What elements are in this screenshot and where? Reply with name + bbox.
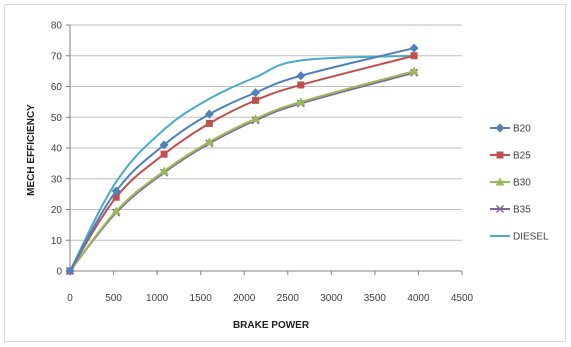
- data-point-b20: [159, 140, 169, 150]
- series-line-b30: [69, 70, 415, 272]
- legend-label-diesel: DIESEL: [513, 232, 549, 243]
- data-point-b25: [297, 81, 305, 89]
- legend-item-b20: B20: [490, 123, 531, 135]
- series-b20: [65, 43, 419, 276]
- data-point-b30: [111, 206, 121, 215]
- series-line-diesel: [69, 54, 415, 272]
- x-tick-label: 2000: [233, 293, 256, 304]
- legend-item-b25: B25: [490, 151, 531, 162]
- data-point-b20: [296, 71, 306, 81]
- series-line-b20: [69, 47, 415, 272]
- series-b25: [66, 52, 418, 275]
- legend-label-b35: B35: [513, 205, 531, 216]
- marker-stroke: [495, 204, 505, 214]
- y-tick-label: 0: [56, 267, 62, 278]
- x-tick-label: 3500: [364, 293, 387, 304]
- y-tick-label: 80: [51, 21, 63, 32]
- data-point-b25: [112, 193, 120, 201]
- series-layer: [65, 43, 419, 276]
- x-tick-label: 4500: [451, 293, 474, 304]
- legend-label-b30: B30: [513, 178, 531, 189]
- y-tick-label: 60: [51, 82, 63, 93]
- legend-marker-b25: [496, 151, 504, 159]
- y-tick-label: 40: [51, 144, 63, 155]
- data-point-b20: [409, 43, 419, 53]
- x-axis-title: BRAKE POWER: [233, 320, 310, 331]
- data-point-b30: [204, 137, 214, 146]
- legend-item-b35: B35: [490, 205, 531, 216]
- data-point-b25: [252, 96, 260, 104]
- legend-marker-b35: [495, 204, 505, 214]
- x-tick-label: 1000: [146, 293, 169, 304]
- grid-layer: [70, 24, 462, 241]
- legend-marker-b30: [495, 177, 505, 186]
- x-tick-label: 2500: [277, 293, 300, 304]
- legend-label-b20: B20: [513, 124, 531, 135]
- x-tick-label: 4000: [407, 293, 430, 304]
- series-line-b25: [69, 54, 415, 272]
- legend: B20 B25 B30 B35 DIESEL: [490, 123, 549, 243]
- legend-item-b30: B30: [490, 177, 531, 189]
- data-point-b25: [410, 52, 418, 60]
- data-point-b30: [251, 114, 261, 123]
- x-tick-label: 0: [67, 293, 73, 304]
- data-point-b25: [205, 119, 213, 127]
- series-line-b35: [69, 71, 415, 272]
- axis-layer: 0 10 20 30 40 50 60 70 80 0 500 1000 1500 2000 2500 300…: [51, 21, 474, 305]
- y-axis-title: MECH EFFICIENCY: [26, 104, 37, 196]
- series-b35: [65, 68, 419, 276]
- y-tick-label: 70: [51, 51, 63, 62]
- y-tick-label: 50: [51, 113, 63, 124]
- data-point-b25: [160, 150, 168, 158]
- legend-item-diesel: DIESEL: [490, 232, 549, 243]
- data-point-b30: [159, 166, 169, 175]
- data-point-b30: [296, 97, 306, 106]
- series-diesel: [69, 54, 415, 272]
- chart-frame: [4, 4, 566, 342]
- y-tick-label: 10: [51, 236, 63, 247]
- y-tick-label: 20: [51, 205, 63, 216]
- legend-marker-b20: [495, 123, 505, 133]
- x-tick-label: 1500: [190, 293, 213, 304]
- data-point-b20: [251, 88, 261, 98]
- x-tick-label: 3000: [320, 293, 343, 304]
- data-point-b30: [409, 66, 419, 75]
- x-tick-label: 500: [105, 293, 122, 304]
- data-point-b20: [111, 186, 121, 196]
- data-point-b20: [65, 266, 75, 276]
- legend-label-b25: B25: [513, 151, 531, 162]
- data-point-b20: [204, 109, 214, 119]
- y-tick-label: 30: [51, 174, 63, 185]
